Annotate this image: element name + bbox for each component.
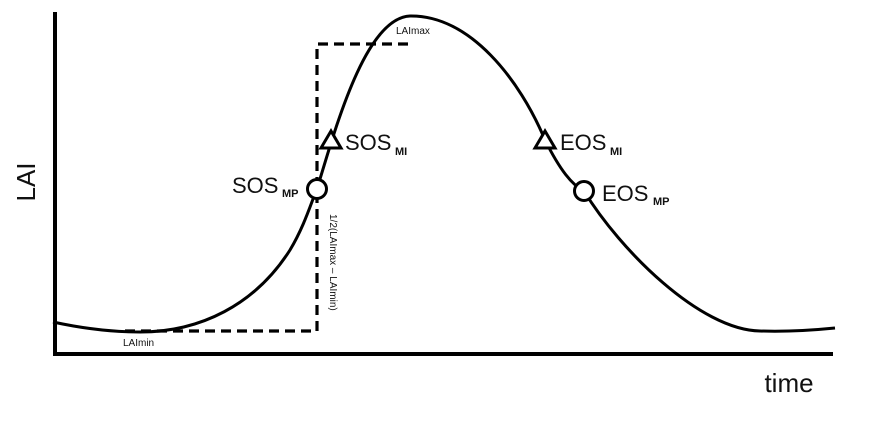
eos-mp-label: EOS MP bbox=[602, 181, 670, 208]
sos-mi-triangle-marker bbox=[318, 128, 344, 150]
lai-min-label: LAImin bbox=[123, 338, 154, 349]
sos-mi-label: SOS MI bbox=[345, 130, 407, 158]
sos-mp-circle-marker bbox=[306, 178, 328, 200]
y-axis-label: LAI bbox=[11, 162, 41, 201]
eos-mp-label-sub: MP bbox=[653, 196, 670, 208]
half-amplitude-label: 1/2(LAImax – LAImin) bbox=[327, 214, 338, 311]
sos-mi-label-main: SOS bbox=[345, 130, 391, 155]
lai-max-label: LAImax bbox=[396, 26, 430, 37]
eos-mi-label: EOS MI bbox=[560, 130, 622, 158]
sos-mi-label-sub: MI bbox=[395, 146, 407, 158]
eos-mp-circle-marker bbox=[573, 180, 595, 202]
eos-mi-label-main: EOS bbox=[560, 130, 606, 155]
sos-mp-label-sub: MP bbox=[282, 188, 299, 200]
amplitude-dashed-guide bbox=[125, 42, 410, 333]
x-axis-label: time bbox=[764, 368, 813, 398]
lai-curve bbox=[52, 14, 836, 334]
eos-mi-label-sub: MI bbox=[610, 146, 622, 158]
sos-mp-label: SOS MP bbox=[232, 173, 299, 200]
eos-mp-label-main: EOS bbox=[602, 181, 648, 206]
eos-mi-triangle-marker bbox=[532, 128, 558, 150]
sos-mp-label-main: SOS bbox=[232, 173, 278, 198]
